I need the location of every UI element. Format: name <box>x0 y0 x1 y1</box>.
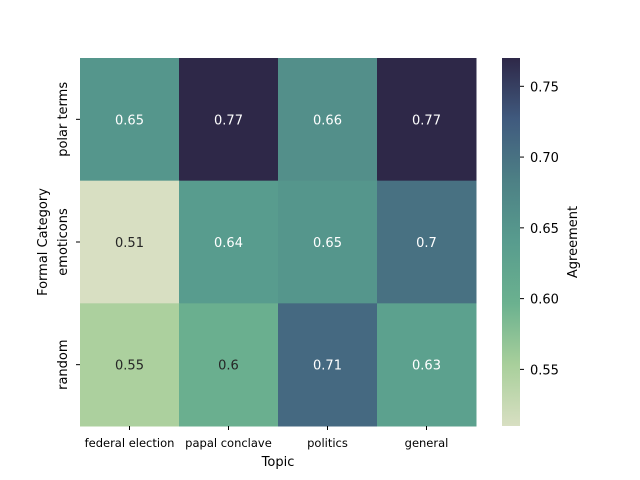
heatmap-cell <box>179 58 279 182</box>
heatmap-cell <box>179 303 279 427</box>
heatmap-cell <box>80 180 180 304</box>
y-axis-ticks: polar terms emoticons random <box>56 82 80 390</box>
x-tick-label: politics <box>307 436 348 450</box>
heatmap-cell <box>377 58 477 182</box>
colorbar-tick-label: 0.65 <box>530 222 559 237</box>
x-tick-label: federal election <box>85 436 175 450</box>
y-axis-label: Formal Category <box>36 188 51 296</box>
x-axis-ticks: federal election papal conclave politics ge… <box>85 426 449 450</box>
heatmap-cell <box>377 303 477 427</box>
colorbar-tick-label: 0.70 <box>530 151 559 166</box>
colorbar <box>502 58 520 426</box>
heatmap-cell <box>278 180 378 304</box>
colorbar-ticks: 0.55 0.60 0.65 0.70 0.75 <box>520 80 559 378</box>
cell-value-label: 0.77 <box>412 113 441 128</box>
heatmap-cell <box>80 303 180 427</box>
colorbar-gradient <box>502 58 520 426</box>
cell-value-label: 0.65 <box>115 113 144 128</box>
cell-value-label: 0.51 <box>115 236 144 251</box>
cell-value-label: 0.55 <box>115 359 144 374</box>
colorbar-label: Agreement <box>566 206 581 278</box>
heatmap-cell <box>278 303 378 427</box>
cell-value-label: 0.63 <box>412 359 441 374</box>
y-tick-label: emoticons <box>56 208 71 276</box>
heatmap-cell <box>278 58 378 182</box>
x-axis-label: Topic <box>261 455 295 470</box>
cell-value-label: 0.64 <box>214 236 243 251</box>
cell-value-label: 0.7 <box>416 236 437 251</box>
heatmap-cells: 0.65 0.77 0.66 0.77 0.51 0.64 0.65 0.7 0.55 0.6 0.… <box>80 58 477 427</box>
heatmap-cell <box>179 180 279 304</box>
cell-value-label: 0.77 <box>214 113 243 128</box>
colorbar-tick-label: 0.60 <box>530 293 559 308</box>
colorbar-tick-label: 0.55 <box>530 363 559 378</box>
heatmap-cell <box>377 180 477 304</box>
x-tick-label: general <box>405 436 449 450</box>
cell-value-label: 0.65 <box>313 236 342 251</box>
cell-value-label: 0.6 <box>218 359 239 374</box>
x-tick-label: papal conclave <box>185 436 272 450</box>
colorbar-tick-label: 0.75 <box>530 80 559 95</box>
y-tick-label: random <box>56 339 71 389</box>
cell-value-label: 0.66 <box>313 113 342 128</box>
cell-value-label: 0.71 <box>313 359 342 374</box>
y-tick-label: polar terms <box>56 82 71 157</box>
heatmap-cell <box>80 58 180 182</box>
